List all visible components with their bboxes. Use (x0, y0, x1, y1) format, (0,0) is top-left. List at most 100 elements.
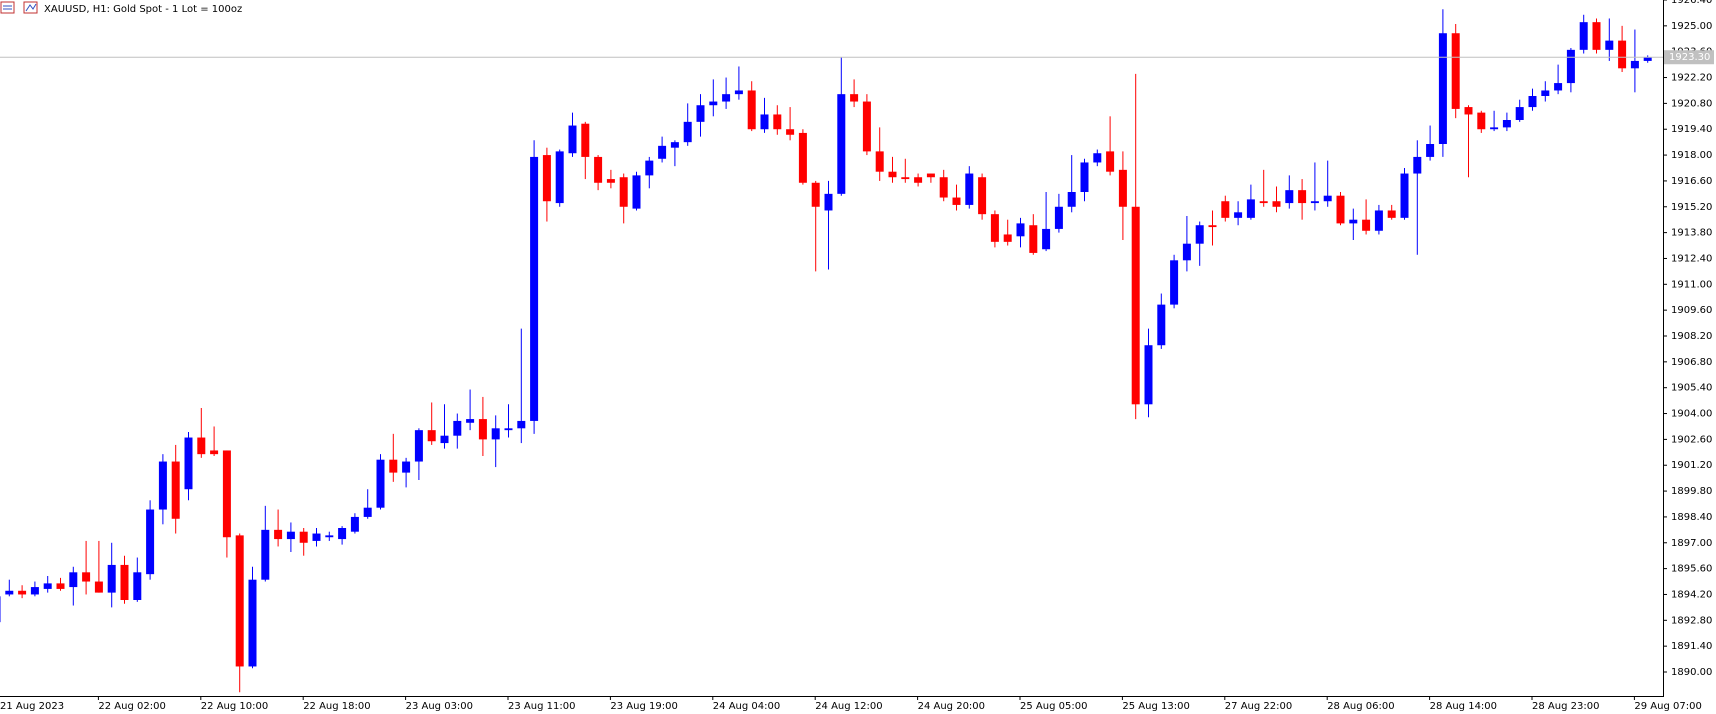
candle-body (1618, 40, 1627, 69)
candle-body (158, 461, 167, 510)
candle-body (926, 173, 935, 178)
candle-body (184, 437, 193, 490)
candle-body (1272, 201, 1281, 207)
candle-body (312, 533, 321, 541)
candle-body (338, 528, 347, 540)
candle-body (798, 132, 807, 183)
candle-body (1106, 151, 1115, 172)
candle-body (1118, 169, 1127, 207)
candle-body (1477, 112, 1486, 130)
candle-body (222, 450, 231, 538)
y-tick-label: 1926.40 (1671, 0, 1712, 6)
y-tick-label: 1912.40 (1671, 253, 1712, 264)
candle-body (478, 419, 487, 440)
candle-body (56, 583, 65, 589)
y-tick-label: 1897.00 (1671, 538, 1712, 549)
candle-body (658, 145, 667, 159)
candle-body (875, 151, 884, 172)
x-tick-label: 28 Aug 14:00 (1430, 701, 1497, 712)
y-tick-label: 1922.20 (1671, 73, 1712, 84)
candle-body (1464, 107, 1473, 115)
candle-body (1374, 210, 1383, 231)
x-tick-label: 28 Aug 23:00 (1532, 701, 1599, 712)
candle-body (862, 101, 871, 152)
candle-body (619, 177, 628, 207)
candle-body (1195, 225, 1204, 244)
candle-body (210, 450, 219, 455)
candle-body (1016, 223, 1025, 237)
y-tick-label: 1915.20 (1671, 202, 1712, 213)
candle-body (1259, 201, 1268, 204)
candle-body (1387, 210, 1396, 218)
candle-body (261, 529, 270, 580)
candle-body (850, 94, 859, 102)
y-tick-label: 1904.00 (1671, 409, 1712, 420)
y-tick-label: 1911.00 (1671, 279, 1712, 290)
candle-body (274, 529, 283, 540)
y-tick-label: 1894.20 (1671, 589, 1712, 600)
candle-body (632, 175, 641, 209)
candle-body (1298, 190, 1307, 204)
candle-body (1080, 162, 1089, 192)
candle-body (709, 101, 718, 106)
candle-body (1067, 192, 1076, 207)
candle-body (939, 177, 948, 198)
candle-body (517, 420, 526, 429)
x-tick-label: 23 Aug 11:00 (508, 701, 575, 712)
candle-body (1554, 83, 1563, 91)
candle-body (1029, 225, 1038, 253)
candle-body (350, 516, 359, 532)
candle-body (1003, 234, 1012, 242)
x-tick-label: 22 Aug 10:00 (201, 701, 268, 712)
candle-body (1413, 156, 1422, 174)
candle-body (82, 572, 91, 582)
candle-body (1144, 345, 1153, 405)
candle-body (1502, 120, 1511, 128)
candle-body (1605, 40, 1614, 50)
candle-body (1451, 33, 1460, 109)
candle-body (555, 151, 564, 204)
candle-body (146, 509, 155, 575)
y-tick-label: 1908.20 (1671, 331, 1712, 342)
candle-body (1362, 219, 1371, 231)
candle-body (30, 587, 39, 595)
x-tick-label: 22 Aug 18:00 (303, 701, 370, 712)
candle-body (389, 459, 398, 473)
icon (0, 1, 15, 14)
candle-body (888, 171, 897, 178)
y-tick-label: 1905.40 (1671, 383, 1712, 394)
candle-body (1221, 201, 1230, 218)
candle-body (990, 214, 999, 242)
candle-body (568, 125, 577, 154)
candle-body (1042, 228, 1051, 250)
candle-body (747, 90, 756, 130)
chart-title: XAUUSD, H1: Gold Spot - 1 Lot = 100oz (44, 4, 242, 15)
x-tick-label: 22 Aug 02:00 (98, 701, 165, 712)
candle-body (504, 428, 513, 431)
candle-body (683, 121, 692, 143)
candle-body (1438, 33, 1447, 144)
candle-body (594, 156, 603, 183)
candle-body (1630, 60, 1639, 69)
candle-body (811, 182, 820, 207)
candle-body (402, 461, 411, 473)
candle-body (1310, 201, 1319, 204)
candle-body (1528, 96, 1537, 108)
candle-body (286, 531, 295, 540)
candle-body (5, 590, 14, 595)
candle-body (1246, 199, 1255, 218)
y-tick-label: 1925.00 (1671, 21, 1712, 32)
candle-body (133, 572, 142, 600)
candle-body (1208, 225, 1217, 228)
candle-body (1170, 260, 1179, 305)
icon (23, 1, 38, 14)
candle-body (837, 94, 846, 194)
candle-body (440, 435, 449, 444)
candle-body (1579, 22, 1588, 50)
candle-body (1234, 212, 1243, 218)
x-tick-label: 27 Aug 22:00 (1225, 701, 1292, 712)
price-label-box (1664, 50, 1714, 65)
y-tick-label: 1916.60 (1671, 176, 1712, 187)
candle-body (363, 507, 372, 517)
